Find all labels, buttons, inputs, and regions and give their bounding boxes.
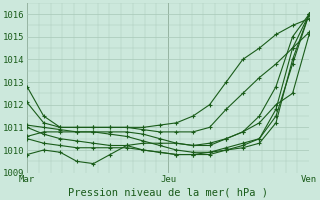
X-axis label: Pression niveau de la mer( hPa ): Pression niveau de la mer( hPa ) (68, 187, 268, 197)
